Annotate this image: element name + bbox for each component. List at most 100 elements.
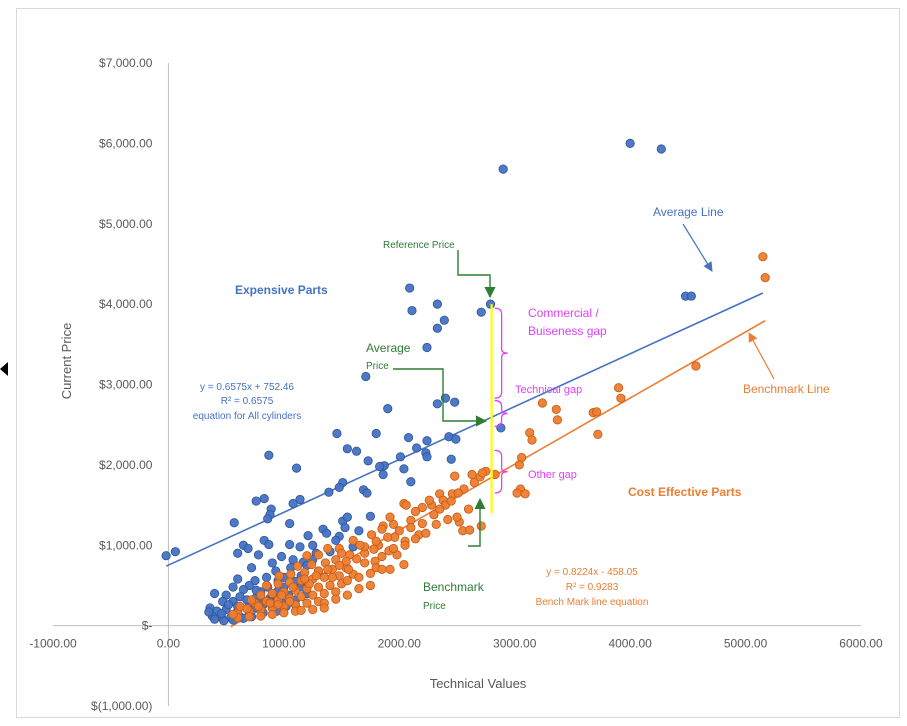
data-point	[355, 540, 365, 550]
blue-series	[161, 138, 696, 626]
data-point	[276, 551, 287, 562]
data-point	[308, 590, 318, 600]
data-point	[422, 342, 432, 353]
data-point	[625, 138, 635, 148]
data-point	[383, 404, 393, 414]
data-point	[537, 398, 548, 408]
y-tick-label: $(1,000.00)	[91, 699, 152, 713]
average-equation-line-1: y = 0.6575x + 752.46	[200, 382, 294, 393]
data-point	[306, 559, 317, 570]
data-point	[319, 603, 329, 613]
data-point	[259, 494, 269, 504]
x-tick-label: 1000.00	[262, 637, 306, 651]
x-tick-label: 3000.00	[493, 637, 537, 651]
data-point	[520, 489, 530, 499]
data-point	[421, 528, 431, 538]
data-point	[686, 291, 696, 301]
data-point	[417, 502, 427, 513]
data-point	[288, 582, 298, 592]
data-point	[233, 548, 243, 558]
data-point	[431, 519, 441, 529]
benchmark-line-arrow	[748, 332, 775, 380]
data-point	[253, 550, 264, 560]
data-point	[323, 543, 333, 554]
data-point	[354, 572, 364, 583]
y-axis-title: Current Price	[59, 323, 74, 400]
data-point	[360, 558, 370, 568]
data-point	[267, 588, 277, 599]
data-point	[288, 498, 298, 509]
data-point	[204, 607, 214, 617]
data-point	[758, 252, 768, 262]
data-point	[469, 477, 479, 488]
data-point	[267, 609, 277, 619]
data-point	[274, 571, 284, 581]
data-point	[405, 283, 415, 293]
data-point	[365, 568, 376, 578]
data-point	[295, 542, 305, 552]
data-point	[348, 535, 358, 546]
data-point	[388, 543, 399, 554]
data-point	[340, 522, 350, 533]
data-point	[302, 551, 312, 561]
data-point	[223, 600, 234, 610]
data-point	[228, 609, 238, 619]
data-point	[613, 383, 624, 393]
x-tick-label: 4000.00	[608, 637, 652, 651]
data-point	[302, 598, 312, 608]
data-point	[324, 487, 334, 497]
data-point	[616, 393, 626, 403]
data-point	[323, 564, 333, 574]
y-tick-label: $6,000.00	[99, 136, 153, 150]
data-point	[264, 539, 274, 550]
data-point	[286, 569, 296, 579]
y-tick-labels: $7,000.00 $6,000.00 $5,000.00 $4,000.00 $3,0…	[91, 56, 153, 713]
data-point	[265, 598, 275, 608]
data-point	[296, 592, 306, 602]
data-point	[342, 590, 352, 600]
data-point	[476, 307, 486, 317]
data-point	[256, 590, 266, 600]
data-point	[319, 588, 329, 599]
data-point	[452, 512, 462, 522]
data-point	[592, 407, 602, 417]
data-point	[210, 614, 220, 624]
average-line-arrow	[682, 223, 713, 272]
data-point	[242, 604, 252, 614]
data-point	[411, 443, 422, 453]
data-point	[424, 495, 434, 505]
data-point	[399, 559, 409, 570]
data-point	[246, 595, 257, 605]
data-point	[261, 580, 272, 591]
commercial-gap-label-2: Buiseness gap	[528, 324, 607, 338]
data-point	[285, 518, 295, 529]
data-point	[343, 564, 354, 574]
benchmark-equation-line-1: y = 0.8224x - 458.05	[546, 567, 638, 578]
data-point	[432, 299, 442, 309]
data-point	[463, 504, 474, 514]
data-point	[229, 518, 239, 528]
data-point	[375, 461, 385, 472]
data-point	[377, 524, 387, 534]
data-point	[273, 579, 283, 589]
data-point	[514, 460, 524, 470]
data-point	[552, 415, 563, 425]
data-point	[432, 399, 442, 409]
data-point	[435, 504, 445, 514]
data-point	[233, 574, 243, 584]
data-point	[267, 558, 277, 568]
data-point	[446, 496, 456, 506]
x-tick-label: 2000.00	[378, 637, 422, 651]
data-point	[295, 494, 305, 505]
data-point	[377, 551, 387, 562]
data-point	[369, 544, 379, 554]
data-point	[308, 540, 318, 550]
data-point	[228, 582, 238, 592]
data-point	[422, 452, 432, 462]
average-line-label: Average Line	[653, 205, 724, 219]
data-point	[210, 588, 220, 599]
data-point	[388, 519, 399, 529]
data-point	[371, 536, 381, 546]
y-tick-label: $4,000.00	[99, 297, 153, 311]
